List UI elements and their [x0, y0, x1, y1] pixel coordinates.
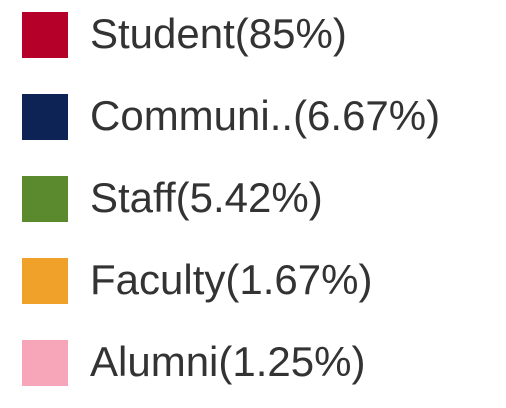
legend-value: (1.67%): [225, 256, 372, 303]
legend-swatch: [22, 258, 68, 304]
legend-entry: Alumni(1.25%): [22, 338, 365, 386]
legend-swatch: [22, 94, 68, 140]
legend-category: Staff: [90, 174, 176, 221]
legend-category: Alumni: [90, 338, 218, 385]
legend-value: (1.25%): [218, 338, 365, 385]
legend-category: Communi..: [90, 92, 293, 139]
legend-label: Communi..(6.67%): [90, 92, 440, 139]
legend-swatch: [22, 176, 68, 222]
legend-label: Staff(5.42%): [90, 174, 323, 221]
legend-entry: Faculty(1.67%): [22, 256, 372, 304]
legend-entry: Communi..(6.67%): [22, 92, 440, 140]
legend-value: (6.67%): [293, 92, 440, 139]
legend-label: Student(85%): [90, 10, 347, 57]
legend-swatch: [22, 12, 68, 58]
legend-category: Faculty: [90, 256, 225, 303]
legend-entry: Student(85%): [22, 10, 347, 58]
legend-swatch: [22, 340, 68, 386]
legend-label: Faculty(1.67%): [90, 256, 372, 303]
legend-label: Alumni(1.25%): [90, 338, 365, 385]
legend-value: (5.42%): [176, 174, 323, 221]
legend-entry: Staff(5.42%): [22, 174, 323, 222]
legend-category: Student: [90, 10, 235, 57]
legend-value: (85%): [235, 10, 347, 57]
